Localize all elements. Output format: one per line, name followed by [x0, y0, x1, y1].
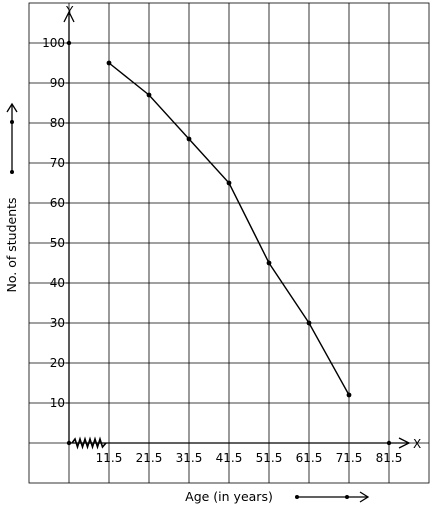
- y-tick-label: 70: [50, 156, 65, 170]
- y-tick-label: 80: [50, 116, 65, 130]
- x-tick-label: 81.5: [376, 451, 403, 465]
- x-tick-label: 61.5: [296, 451, 323, 465]
- y-axis-title: No. of students: [4, 197, 19, 292]
- y-tick-label: 100: [42, 36, 65, 50]
- y-tick-label: 60: [50, 196, 65, 210]
- x-tick-label: 41.5: [216, 451, 243, 465]
- data-point: [146, 92, 152, 98]
- data-point: [306, 320, 312, 326]
- series-layer: [106, 60, 352, 398]
- tick-labels: 10 20 30 40 50 60 70 80 90 100 11.5 21.5 31.5 41.5 51.…: [42, 36, 402, 465]
- x-tick-label: 71.5: [336, 451, 363, 465]
- x-axis-letter: X: [413, 437, 421, 451]
- y-axis-letter: Y: [65, 4, 74, 18]
- y-tick-label: 10: [50, 396, 65, 410]
- y-direction-arrow-icon: [6, 102, 18, 174]
- x-tick-label: 21.5: [136, 451, 163, 465]
- y-axis-arrow-icon: [63, 10, 75, 23]
- y-tick-label: 50: [50, 236, 65, 250]
- y-tick-label: 40: [50, 276, 65, 290]
- data-point: [346, 392, 352, 398]
- x-tick-label: 51.5: [256, 451, 283, 465]
- data-point: [266, 260, 272, 266]
- x-axis-title: Age (in years): [185, 489, 273, 504]
- x-tick-label: 11.5: [96, 451, 123, 465]
- data-point: [186, 136, 192, 142]
- axes: [63, 10, 411, 450]
- y-tick-label: 30: [50, 316, 65, 330]
- data-point: [226, 180, 232, 186]
- data-point: [106, 60, 112, 66]
- x-direction-arrow-icon: [295, 491, 370, 503]
- x-axis-end-point: [386, 440, 392, 446]
- y-tick-label: 20: [50, 356, 65, 370]
- origin-point: [66, 440, 72, 446]
- grid: [28, 2, 430, 484]
- x-axis-arrow-icon: [398, 437, 411, 449]
- axis-break-zigzag-icon: [71, 436, 107, 450]
- x-tick-label: 31.5: [176, 451, 203, 465]
- y-tick-label: 90: [50, 76, 65, 90]
